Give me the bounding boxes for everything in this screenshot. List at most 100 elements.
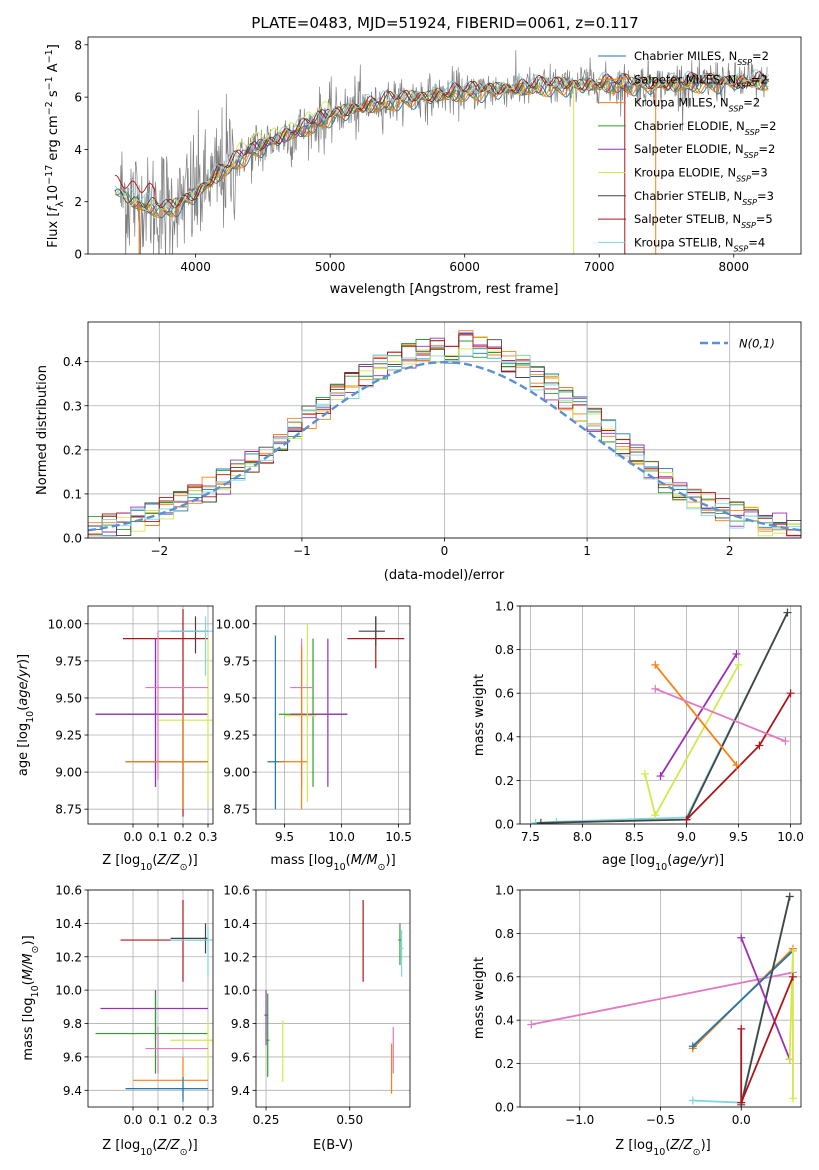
label-part: )] bbox=[386, 853, 396, 868]
mass-weight-point bbox=[786, 689, 795, 698]
mass-vs-metallicity-panel: 0.0 0.1 0.2 0.3 9.4 9.6 9.8 10.0 10.2 10.4 10.6 Z [… bbox=[21, 884, 218, 1158]
mass-weight-point bbox=[783, 608, 792, 617]
legend-label-part: SSP bbox=[742, 197, 757, 206]
mass-weight-vs-age-panel: 7.5 8.0 8.5 9.0 9.5 10.0 0.0 0.2 0.4 0.6 0.8 1.0 age… bbox=[472, 600, 804, 873]
plot-area bbox=[527, 892, 797, 1107]
label-part: )] bbox=[21, 935, 36, 945]
y-tick-label: 10.00 bbox=[48, 617, 82, 631]
mass-weight-point bbox=[732, 649, 741, 658]
axes-border bbox=[87, 889, 214, 1108]
x-tick-label: −1.0 bbox=[565, 1113, 594, 1127]
y-tick-label: 10.4 bbox=[223, 917, 250, 931]
label-part: ( bbox=[16, 706, 31, 711]
label-part: −17 bbox=[44, 165, 55, 185]
label-part: ( bbox=[152, 853, 157, 868]
label-part: A bbox=[46, 63, 61, 76]
mass-weight-point bbox=[737, 1098, 746, 1107]
label-part: 10 bbox=[25, 711, 36, 723]
y-tick-label: 0.8 bbox=[495, 927, 514, 941]
label-part: mass weight bbox=[472, 674, 487, 756]
label-part: )] bbox=[714, 853, 724, 868]
plot-area bbox=[114, 50, 770, 254]
label-part: ⊙ bbox=[693, 1147, 701, 1158]
y-tick-label: 10.00 bbox=[216, 617, 250, 631]
x-tick-label: 0.0 bbox=[732, 1113, 751, 1127]
y-tick-label: 0.0 bbox=[495, 1101, 514, 1115]
axes-border bbox=[87, 605, 214, 825]
legend-label-part: Chabrier STELIB, N bbox=[634, 189, 742, 203]
label-part: 10 bbox=[140, 862, 152, 873]
plot-area bbox=[88, 330, 801, 538]
spectrum-panel: 4000 5000 6000 7000 8000 0 2 4 6 8 Chabrier MILES,… bbox=[44, 36, 802, 297]
x-tick-label: 9.5 bbox=[729, 830, 748, 844]
label-part: ( bbox=[665, 1138, 670, 1153]
x-tick-label: −1 bbox=[293, 544, 311, 558]
label-part: age [log bbox=[602, 853, 655, 868]
y-tick-label: 8 bbox=[74, 38, 82, 52]
x-tick-label: 10.0 bbox=[777, 830, 804, 844]
legend-label-part: Kroupa ELODIE, N bbox=[634, 166, 736, 180]
model-spectrum-line bbox=[114, 73, 769, 214]
legend-label: Salpeter ELODIE, NSSP=2 bbox=[634, 142, 775, 160]
grid-lines bbox=[256, 889, 410, 1107]
mass-weight-point bbox=[651, 660, 660, 669]
legend-label: Chabrier STELIB, NSSP=3 bbox=[634, 189, 774, 207]
y-tick-label: 9.6 bbox=[231, 1050, 250, 1064]
y-tick-label: 0.6 bbox=[495, 970, 514, 984]
legend-label-part: =2 bbox=[758, 142, 775, 156]
mass-weight-line bbox=[654, 687, 786, 743]
label-part: 10 bbox=[140, 1147, 152, 1158]
mass-vs-extinction-panel: 0.25 0.50 9.4 9.6 9.8 10.0 10.2 10.4 10.6 E(B-V) bbox=[223, 884, 411, 1153]
label-part: M/M bbox=[21, 953, 36, 980]
y-tick-label: 9.00 bbox=[55, 766, 82, 780]
mass-weight-point bbox=[656, 772, 665, 781]
y-tick-label: 8.75 bbox=[223, 803, 250, 817]
legend-label-part: SSP bbox=[745, 127, 760, 136]
label-part: Normed distribution bbox=[35, 365, 50, 495]
y-tick-label: 0.4 bbox=[495, 1014, 514, 1028]
y-tick-label: 9.8 bbox=[231, 1017, 250, 1031]
axes-border bbox=[255, 889, 411, 1108]
y-tick-label: 0.3 bbox=[63, 399, 82, 413]
legend-label-part: =2 bbox=[751, 72, 768, 86]
legend-label-part: SSP bbox=[734, 244, 749, 253]
legend-label-part: SSP bbox=[736, 174, 751, 183]
x-tick-label: 7.5 bbox=[521, 830, 540, 844]
mass-weight-point bbox=[788, 946, 797, 955]
mass-weight-point bbox=[651, 811, 660, 820]
mass-weight-point bbox=[755, 741, 764, 750]
x-tick-label: 5000 bbox=[315, 260, 346, 274]
label-part: ⊙ bbox=[180, 1147, 188, 1158]
y-tick-label: 0 bbox=[74, 248, 82, 262]
mass-weight-point bbox=[527, 1020, 536, 1029]
label-part: ( bbox=[667, 853, 672, 868]
label-part: age/yr bbox=[16, 662, 31, 705]
label-part: ⊙ bbox=[30, 946, 41, 954]
axes-frame: −1.0 −0.5 0.0 0.0 0.2 0.4 0.6 0.8 1.0 Z [log10(Z/… bbox=[472, 884, 802, 1158]
y-tick-label: 4 bbox=[74, 143, 82, 157]
residual-histogram-step bbox=[88, 348, 801, 538]
legend-label: Kroupa STELIB, NSSP=4 bbox=[634, 235, 765, 253]
axes-frame: 0.0 0.1 0.2 0.3 9.4 9.6 9.8 10.0 10.2 10.4 10.6 Z [… bbox=[21, 884, 218, 1158]
label-part: erg cm bbox=[46, 115, 61, 164]
axes-border bbox=[87, 36, 802, 255]
legend-label: N(0,1) bbox=[739, 337, 775, 351]
axes-border bbox=[255, 605, 411, 825]
label-part: E(B-V) bbox=[313, 1138, 353, 1153]
label-part: 10 bbox=[655, 862, 667, 873]
y-tick-label: 0.2 bbox=[63, 443, 82, 457]
mass-weight-point bbox=[651, 684, 660, 693]
mass-weight-line bbox=[740, 937, 791, 1060]
mass-weight-point bbox=[785, 892, 794, 901]
label-part: Z [log bbox=[615, 1138, 653, 1153]
legend-label-part: =3 bbox=[751, 166, 768, 180]
mass-weight-point bbox=[785, 1055, 794, 1064]
residuals-panel: −2 −1 0 1 2 0.0 0.1 0.2 0.3 0.4 N(0,1) (data-model)… bbox=[35, 321, 802, 583]
label-part: ( bbox=[346, 853, 351, 868]
y-tick-label: 0.6 bbox=[495, 687, 514, 701]
y-tick-label: 0.2 bbox=[495, 1057, 514, 1071]
y-axis-label: Flux [fλ10−17 erg cm−2 s−1 A−1] bbox=[44, 44, 66, 248]
mass-weight-line bbox=[535, 612, 789, 824]
y-tick-label: 1.0 bbox=[495, 600, 514, 614]
